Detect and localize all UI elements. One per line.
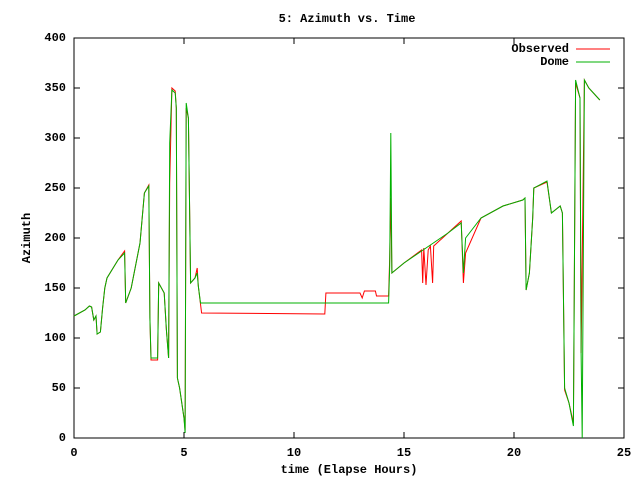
plot-frame — [73, 37, 625, 439]
y-tick-label: 50 — [52, 381, 66, 395]
chart-title: 5: Azimuth vs. Time — [279, 12, 416, 26]
x-tick-label: 10 — [287, 446, 301, 460]
y-tick-label: 350 — [44, 81, 66, 95]
y-tick-label: 100 — [44, 331, 66, 345]
y-tick-label: 300 — [44, 131, 66, 145]
x-tick-label: 20 — [507, 446, 521, 460]
series-line — [73, 78, 601, 439]
y-tick-label: 200 — [44, 231, 66, 245]
x-tick-label: 25 — [617, 446, 631, 460]
legend-label: Observed — [511, 42, 569, 56]
series-line — [73, 78, 601, 431]
x-tick-label: 15 — [397, 446, 411, 460]
y-tick-label: 0 — [59, 431, 66, 445]
y-tick-label: 150 — [44, 281, 66, 295]
y-axis-label: Azimuth — [20, 213, 34, 263]
y-tick-label: 400 — [44, 31, 66, 45]
x-tick-label: 5 — [180, 446, 187, 460]
x-axis-label: time (Elapse Hours) — [281, 463, 418, 477]
y-tick-label: 250 — [44, 181, 66, 195]
legend-label: Dome — [540, 55, 569, 69]
x-tick-label: 0 — [70, 446, 77, 460]
